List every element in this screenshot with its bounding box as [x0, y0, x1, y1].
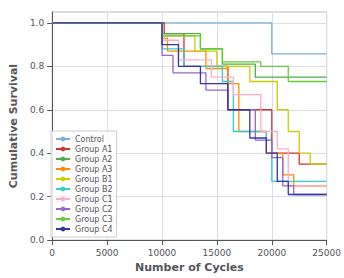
svg-text:Group C2: Group C2	[75, 205, 113, 214]
svg-text:Group C3: Group C3	[75, 215, 113, 224]
svg-text:Group B2: Group B2	[75, 185, 112, 194]
svg-text:Group A3: Group A3	[75, 165, 112, 174]
svg-text:Cumulative Survival: Cumulative Survival	[7, 64, 20, 188]
svg-text:25000: 25000	[312, 248, 341, 258]
svg-text:0.8: 0.8	[30, 61, 45, 71]
svg-text:Control: Control	[75, 135, 104, 144]
svg-text:5000: 5000	[96, 248, 119, 258]
svg-text:Number of Cycles: Number of Cycles	[135, 261, 244, 274]
svg-text:15000: 15000	[203, 248, 232, 258]
svg-text:0.6: 0.6	[30, 105, 45, 115]
svg-text:1.0: 1.0	[30, 18, 45, 28]
svg-text:Group A1: Group A1	[75, 145, 112, 154]
svg-text:10000: 10000	[148, 248, 177, 258]
svg-text:Group A2: Group A2	[75, 155, 112, 164]
svg-text:Group C1: Group C1	[75, 195, 113, 204]
svg-text:0: 0	[49, 248, 55, 258]
svg-text:0.2: 0.2	[30, 192, 44, 202]
svg-text:Group B1: Group B1	[75, 175, 112, 184]
svg-text:0.4: 0.4	[30, 148, 45, 158]
svg-text:0.0: 0.0	[30, 235, 45, 245]
svg-text:20000: 20000	[257, 248, 286, 258]
svg-text:Group C4: Group C4	[75, 225, 113, 234]
